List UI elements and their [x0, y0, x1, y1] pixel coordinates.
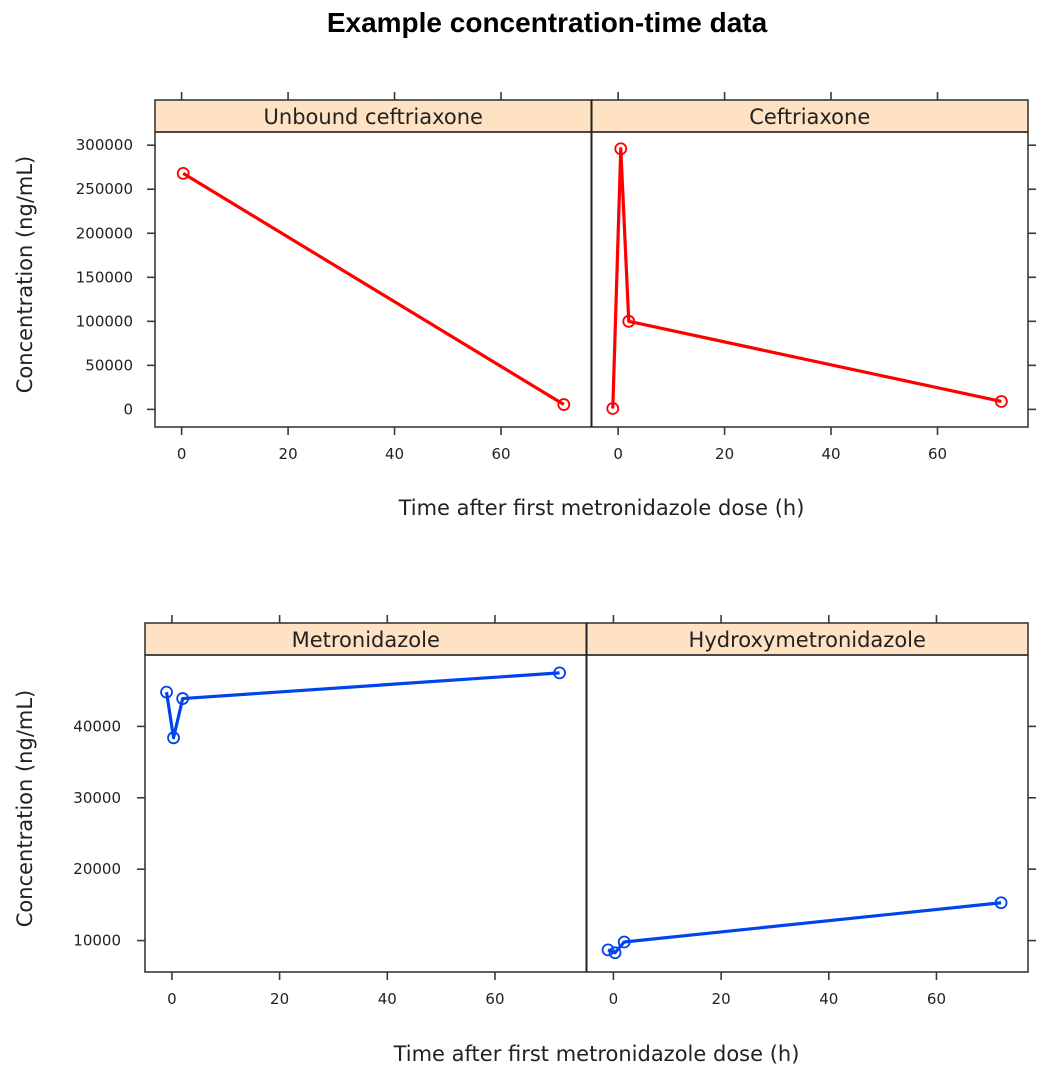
- x-tick-label: 40: [821, 445, 840, 463]
- data-point: [617, 935, 631, 949]
- panel-strip-label: Metronidazole: [292, 628, 440, 652]
- x-tick-label: 60: [928, 445, 947, 463]
- y-axis-label: Concentration (ng/mL): [13, 690, 37, 928]
- x-tick-label: 20: [712, 990, 731, 1008]
- panel-2-1: Metronidazole 0 20 40 60: [144, 615, 588, 1008]
- y-tick-label: 40000: [73, 717, 121, 735]
- data-point: [994, 896, 1008, 910]
- x-tick-label: 40: [819, 990, 838, 1008]
- x-axis-label: Time after first metronidazole dose (h): [398, 496, 805, 520]
- series-line: [607, 901, 1002, 955]
- y-tick-label: 100000: [76, 312, 133, 330]
- panel-strip: [154, 99, 593, 133]
- x-tick-label: 0: [167, 990, 177, 1008]
- series-line: [182, 172, 565, 406]
- chart-title: Example concentration-time data: [327, 7, 768, 38]
- data-point: [614, 142, 628, 156]
- series-line: [611, 147, 1002, 409]
- data-point: [176, 692, 190, 705]
- panel-strip-label: Unbound ceftriaxone: [264, 105, 483, 129]
- x-tick-label: 20: [715, 445, 734, 463]
- x-tick-label: 0: [613, 445, 623, 463]
- y-tick-label: 50000: [85, 356, 133, 374]
- data-point: [557, 398, 571, 411]
- y-tick-label: 250000: [76, 180, 133, 198]
- x-tick-label: 0: [609, 990, 619, 1008]
- x-tick-label: 60: [927, 990, 946, 1008]
- data-point: [994, 395, 1008, 408]
- data-point: [622, 314, 636, 328]
- x-tick-label: 40: [385, 445, 404, 463]
- data-point: [553, 666, 566, 680]
- panel-strip-label: Hydroxymetronidazole: [689, 628, 926, 652]
- panel-1-1: Unbound ceftriaxone 0 20 40 60: [154, 92, 593, 463]
- chart-row-1: Unbound ceftriaxone 0 20 40 60 Ceftriaxone 0 20…: [13, 92, 1036, 520]
- y-tick-label: 200000: [76, 224, 133, 242]
- data-point: [606, 402, 620, 415]
- y-tick-label: 30000: [73, 789, 121, 807]
- data-point: [176, 166, 190, 180]
- data-point: [160, 685, 173, 699]
- panel-strip-label: Ceftriaxone: [749, 105, 870, 129]
- y-tick-label: 10000: [73, 932, 121, 950]
- x-tick-label: 60: [491, 445, 510, 463]
- panel-strip: [144, 622, 588, 656]
- series-line: [164, 671, 560, 740]
- y-tick-label: 0: [123, 400, 133, 418]
- data-point: [608, 946, 622, 960]
- x-axis-label: Time after first metronidazole dose (h): [393, 1042, 800, 1066]
- x-tick-label: 0: [177, 445, 187, 463]
- x-tick-label: 20: [279, 445, 298, 463]
- x-tick-label: 20: [270, 990, 289, 1008]
- y-axis-label: Concentration (ng/mL): [13, 156, 37, 394]
- x-tick-label: 60: [485, 990, 504, 1008]
- panel-2-2: Hydroxymetronidazole 0 20 40 60: [585, 615, 1029, 1008]
- y-tick-label: 300000: [76, 136, 133, 154]
- y-tick-label: 150000: [76, 268, 133, 286]
- x-tick-label: 40: [378, 990, 397, 1008]
- panel-strip: [585, 622, 1029, 656]
- data-point: [601, 943, 615, 957]
- data-point: [167, 731, 180, 745]
- panel-1-2: Ceftriaxone 0 20 40 60: [590, 92, 1029, 463]
- y-tick-label: 20000: [73, 860, 121, 878]
